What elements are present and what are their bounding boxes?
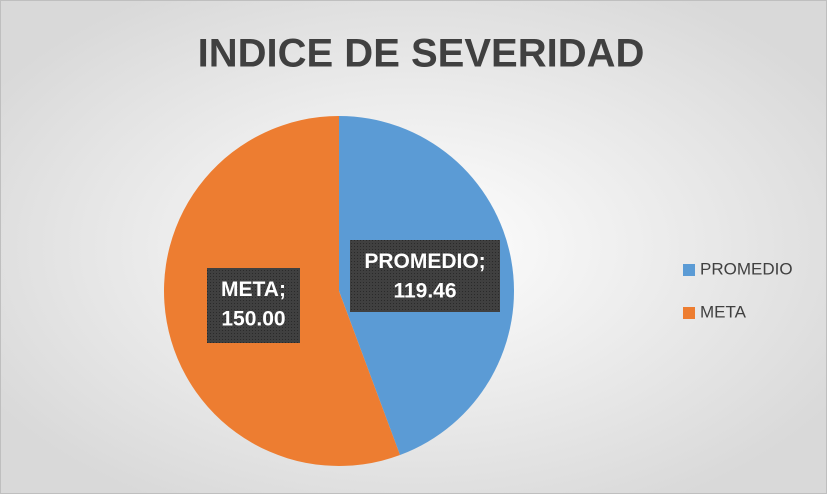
- chart-title: INDICE DE SEVERIDAD: [198, 32, 645, 76]
- data-label-box: [207, 268, 300, 343]
- data-label-value: 119.46: [393, 280, 456, 303]
- data-label-separator: ;: [279, 278, 286, 301]
- legend-label: PROMEDIO: [700, 259, 793, 278]
- data-label-separator: ;: [479, 250, 486, 273]
- data-label-box: [350, 240, 500, 312]
- data-label-name: META: [221, 278, 279, 301]
- data-label-name: PROMEDIO: [364, 250, 478, 273]
- legend-label: META: [700, 302, 747, 321]
- data-label-value: 150.00: [221, 308, 285, 331]
- data-label: META;: [221, 278, 286, 301]
- legend-swatch: [683, 307, 695, 319]
- legend-swatch: [683, 264, 695, 276]
- data-label: PROMEDIO;: [364, 250, 485, 273]
